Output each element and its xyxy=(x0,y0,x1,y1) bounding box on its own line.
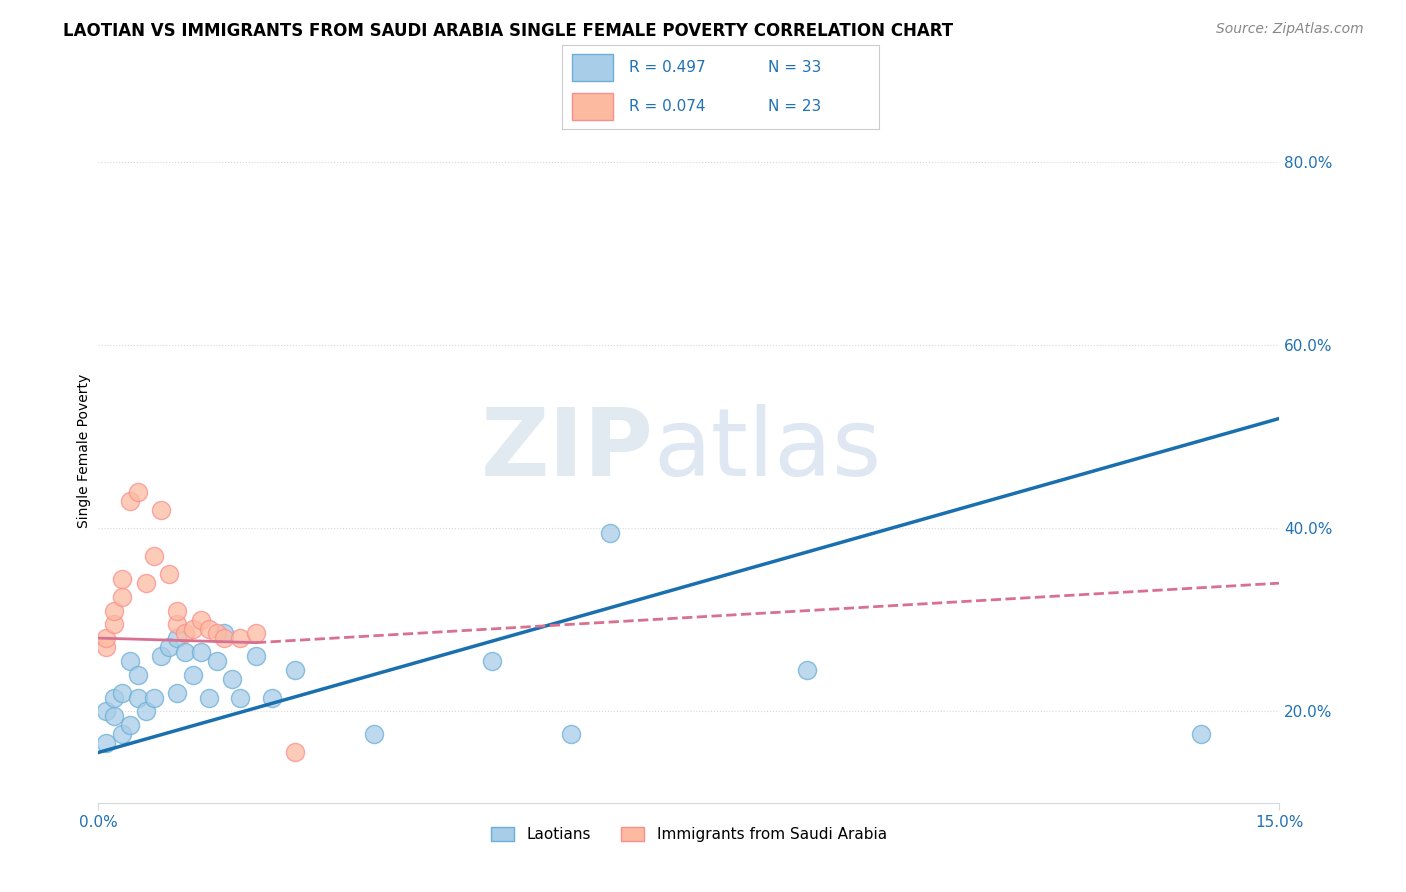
Point xyxy=(214,631,236,645)
Point xyxy=(111,590,134,604)
Point xyxy=(190,645,212,659)
Point xyxy=(96,631,118,645)
Point xyxy=(118,718,141,732)
Point xyxy=(284,663,307,677)
Text: Source: ZipAtlas.com: Source: ZipAtlas.com xyxy=(1216,22,1364,37)
Point xyxy=(118,654,141,668)
Point xyxy=(181,622,204,636)
Point xyxy=(229,690,252,705)
Point xyxy=(111,727,134,741)
Point xyxy=(205,626,228,640)
Point xyxy=(142,549,165,563)
Point xyxy=(229,631,252,645)
Text: atlas: atlas xyxy=(654,404,882,497)
Point xyxy=(103,690,125,705)
Point xyxy=(96,736,118,750)
Point xyxy=(284,746,307,760)
Point xyxy=(157,640,180,655)
Text: R = 0.497: R = 0.497 xyxy=(628,60,706,75)
Bar xyxy=(572,93,613,120)
Point xyxy=(174,645,197,659)
Point xyxy=(1189,727,1212,741)
Point xyxy=(166,686,188,700)
Bar xyxy=(572,54,613,81)
Y-axis label: Single Female Poverty: Single Female Poverty xyxy=(77,374,91,527)
Point xyxy=(135,576,157,591)
Point xyxy=(205,654,228,668)
Point xyxy=(796,663,818,677)
Text: N = 33: N = 33 xyxy=(768,60,821,75)
Point xyxy=(118,493,141,508)
Point xyxy=(166,631,188,645)
Text: N = 23: N = 23 xyxy=(768,99,821,114)
Point xyxy=(221,672,243,686)
Point xyxy=(245,649,267,664)
Point xyxy=(103,604,125,618)
Point xyxy=(150,503,173,517)
Point xyxy=(599,525,621,540)
Point xyxy=(111,572,134,586)
Point xyxy=(560,727,582,741)
Point xyxy=(260,690,283,705)
Point xyxy=(166,604,188,618)
Point xyxy=(197,622,219,636)
Point xyxy=(197,690,219,705)
Point xyxy=(363,727,385,741)
Point xyxy=(166,617,188,632)
Point xyxy=(174,626,197,640)
Point xyxy=(111,686,134,700)
Text: ZIP: ZIP xyxy=(481,404,654,497)
Text: LAOTIAN VS IMMIGRANTS FROM SAUDI ARABIA SINGLE FEMALE POVERTY CORRELATION CHART: LAOTIAN VS IMMIGRANTS FROM SAUDI ARABIA … xyxy=(63,22,953,40)
Point xyxy=(181,667,204,681)
Point xyxy=(127,667,149,681)
Point xyxy=(127,484,149,499)
Point xyxy=(103,617,125,632)
Point xyxy=(157,567,180,582)
Text: R = 0.074: R = 0.074 xyxy=(628,99,706,114)
Point xyxy=(135,704,157,718)
Point xyxy=(214,626,236,640)
Point xyxy=(96,640,118,655)
Legend: Laotians, Immigrants from Saudi Arabia: Laotians, Immigrants from Saudi Arabia xyxy=(485,821,893,848)
Point xyxy=(142,690,165,705)
Point xyxy=(127,690,149,705)
Point xyxy=(481,654,503,668)
Point xyxy=(190,613,212,627)
Point xyxy=(103,709,125,723)
Point xyxy=(245,626,267,640)
Point xyxy=(96,704,118,718)
Point xyxy=(150,649,173,664)
